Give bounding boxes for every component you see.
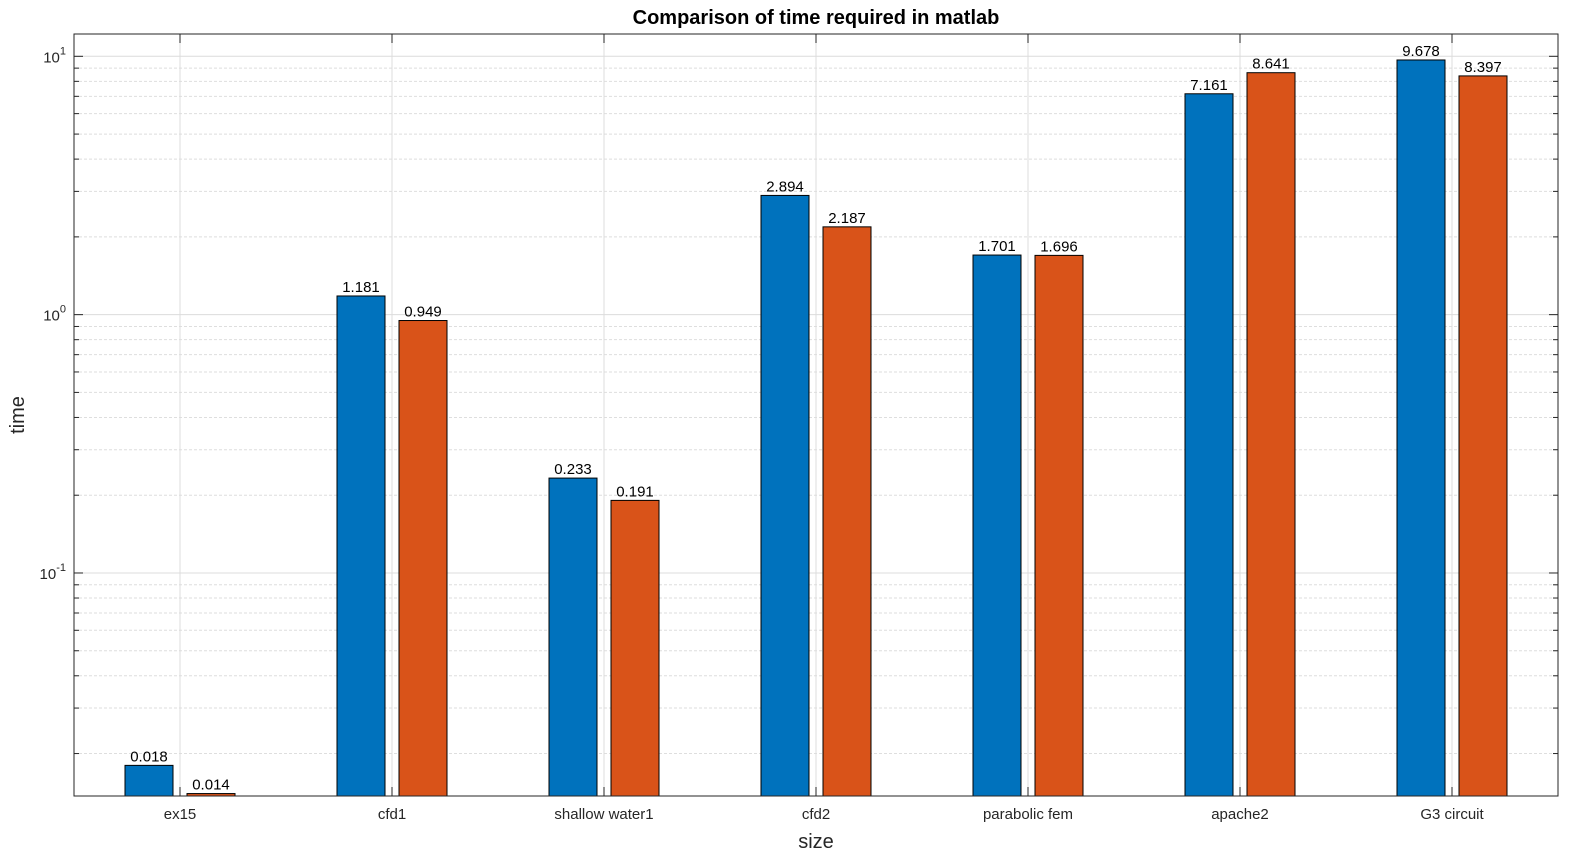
- data-label: 8.397: [1464, 59, 1502, 76]
- major-grid: [74, 34, 1558, 796]
- data-label: 1.696: [1040, 238, 1078, 255]
- bar: [336, 295, 386, 797]
- bar: [124, 764, 174, 797]
- ticks: [74, 34, 1558, 796]
- y-tick-label: 10-1: [40, 562, 66, 583]
- chart-title: Comparison of time required in matlab: [633, 7, 1000, 29]
- x-tick-label: G3 circuit: [1420, 806, 1484, 823]
- x-tick-labels: ex15 cfd1 shallow water1 cfd2 parabolic fem a…: [164, 806, 1485, 823]
- data-label: 0.018: [130, 748, 168, 765]
- bar: [610, 499, 660, 797]
- bar: [1034, 254, 1084, 797]
- y-axis-label: time: [7, 396, 29, 434]
- y-tick-label: 100: [43, 304, 66, 325]
- data-label: 9.678: [1402, 43, 1440, 60]
- data-label: 0.014: [192, 777, 230, 794]
- data-label: 2.894: [766, 178, 804, 195]
- bar: [398, 320, 448, 797]
- y-tick-labels: 10-1 100 101: [40, 45, 66, 583]
- data-label: 1.181: [342, 279, 380, 296]
- bar: [1246, 72, 1296, 797]
- bar: [972, 254, 1022, 797]
- x-tick-label: ex15: [164, 806, 197, 823]
- bar: [548, 477, 598, 797]
- data-label: 0.191: [616, 483, 654, 500]
- x-tick-label: apache2: [1211, 806, 1269, 823]
- x-tick-label: shallow water1: [554, 806, 653, 823]
- x-axis-label: size: [798, 831, 834, 853]
- x-tick-label: parabolic fem: [983, 806, 1073, 823]
- x-tick-label: cfd1: [378, 806, 406, 823]
- bars: [124, 59, 1508, 797]
- data-label: 0.233: [554, 461, 592, 478]
- bar: [1184, 93, 1234, 797]
- x-tick-label: cfd2: [802, 806, 830, 823]
- data-label: 0.949: [404, 304, 442, 321]
- data-label: 2.187: [828, 210, 866, 227]
- data-label: 8.641: [1252, 56, 1290, 73]
- data-label: 7.161: [1190, 77, 1228, 94]
- data-label: 1.701: [978, 238, 1016, 255]
- bar: [1458, 75, 1508, 797]
- y-tick-label: 101: [43, 45, 66, 66]
- bar: [1396, 59, 1446, 797]
- bar: [822, 226, 872, 797]
- data-labels: 0.018 1.181 0.233 2.894 1.701 7.161 9.678 0.014…: [130, 43, 1502, 794]
- bar: [760, 194, 810, 797]
